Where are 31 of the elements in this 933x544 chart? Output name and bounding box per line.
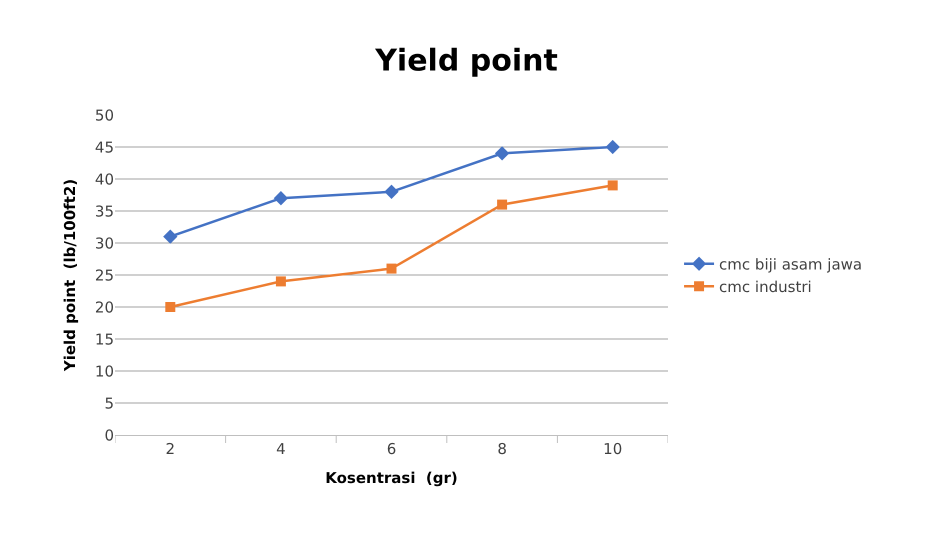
x-tick-label: 8 [497, 440, 507, 458]
point [274, 191, 288, 206]
y-tick-label: 40 [94, 170, 114, 188]
y-tick-label: 50 [94, 106, 114, 124]
y-tick-label: 5 [104, 394, 114, 412]
y-tick-label: 30 [94, 234, 114, 252]
y-tick-label: 0 [104, 426, 114, 444]
y-tick-label: 15 [94, 330, 114, 348]
point [386, 264, 396, 274]
y-tick-label: 45 [94, 138, 114, 156]
point [494, 146, 510, 161]
chart-title: Yield point [374, 43, 558, 78]
y-axis-title: Yield point (lb/100ft2) [61, 178, 80, 372]
point [497, 200, 508, 210]
legend-label: cmc industri [719, 278, 812, 296]
legend-label: cmc biji asam jawa [719, 256, 862, 274]
y-tick-label: 10 [94, 362, 114, 380]
y-tick-label: 25 [94, 266, 114, 284]
x-tick-label: 4 [276, 440, 286, 458]
x-axis-title: Kosentrasi (gr) [325, 469, 458, 487]
point [608, 180, 618, 190]
point [606, 140, 620, 154]
x-tick-label: 2 [166, 440, 176, 458]
point [165, 302, 176, 312]
x-tick-label: 10 [603, 440, 622, 458]
point [163, 229, 178, 244]
point [276, 276, 286, 286]
y-tick-label: 35 [94, 202, 114, 220]
point [384, 184, 399, 199]
y-tick-label: 20 [94, 298, 114, 316]
x-tick-label: 6 [386, 440, 396, 458]
